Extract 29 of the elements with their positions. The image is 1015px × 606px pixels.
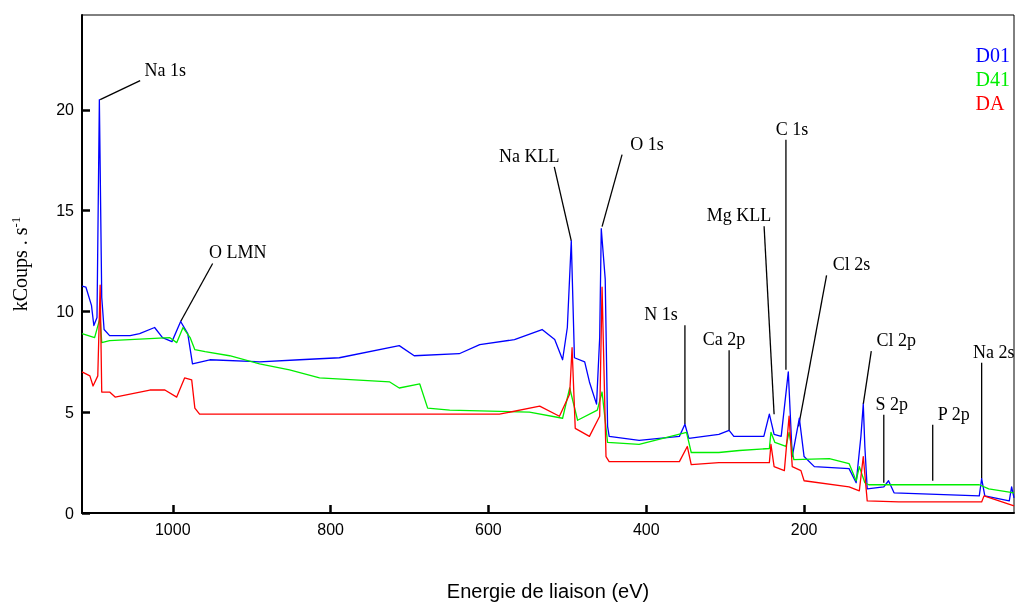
y-tick-label: 0 [65,504,75,522]
text: D41 [975,68,1011,90]
text: D01 [975,44,1011,66]
annotation: O 1s [630,133,664,154]
annotation: Na 1s [144,59,186,80]
annotation: Mg KLL [706,205,772,226]
annotation: P 2p [937,403,970,424]
x-tick-label: 1000 [154,520,191,538]
x-tick-label: 600 [475,520,502,538]
annotation: Ca 2p [702,329,746,350]
annotation: Na 2s [972,341,1015,362]
x-tick-label: 200 [790,520,818,538]
annotation: N 1s [644,304,678,325]
y-axis-title: kCoups . s-1 [8,216,32,312]
y-tick-label: 20 [56,101,75,119]
x-axis-title: Energie de liaison (eV) [446,580,650,602]
annotation: O LMN [208,242,267,263]
y-tick-label: 5 [65,403,75,421]
text: DA [975,92,1005,114]
annotation: Cl 2s [832,254,871,275]
y-tick-label: 10 [56,302,75,320]
line-series [81,284,1015,507]
annotation: Na KLL [499,145,560,166]
y-tick-label: 15 [56,202,75,220]
x-tick-label: 400 [632,520,660,538]
x-tick-label: 800 [317,520,345,538]
annotation: Cl 2p [876,330,917,351]
annotation: S 2p [875,393,909,414]
annotation: C 1s [775,118,809,139]
